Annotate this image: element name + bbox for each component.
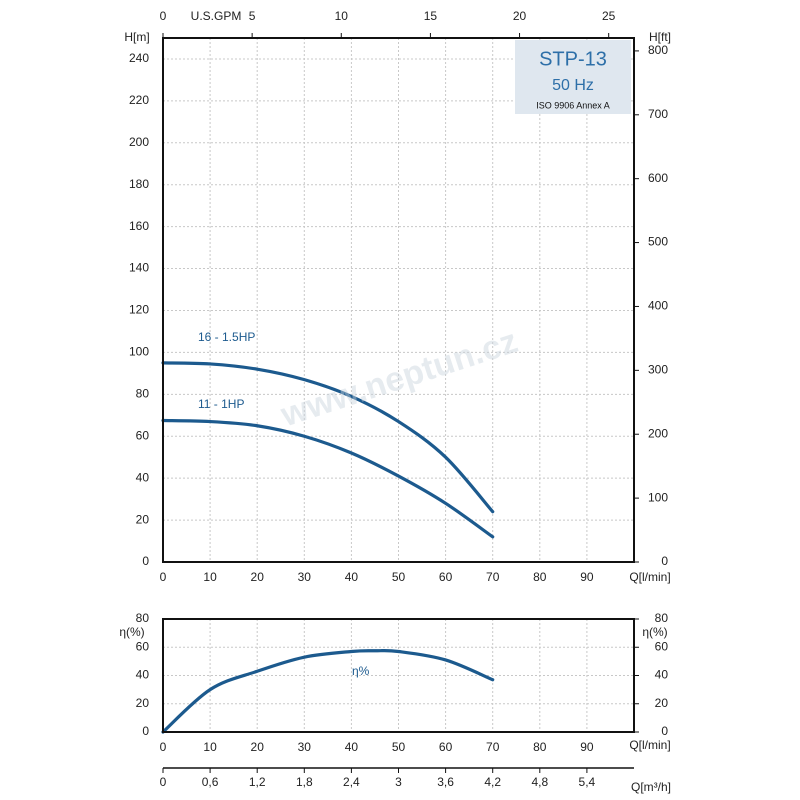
y2-tick-label: 300 (648, 363, 668, 377)
x-tick-label: 50 (392, 740, 406, 754)
y-tick-label: 20 (136, 696, 150, 710)
x-tick-label: 50 (392, 570, 406, 584)
y2-tick-label: 200 (648, 426, 668, 440)
y2-tick-label: 100 (648, 490, 668, 504)
y2-tick-label: 800 (648, 43, 668, 57)
x2-tick-label: 1,2 (249, 775, 266, 789)
x2-tick-label: 5 (249, 9, 256, 23)
y2-tick-label: 60 (655, 639, 669, 653)
x-tick-label: 80 (533, 570, 547, 584)
x-tick-label: 40 (345, 570, 359, 584)
x2-tick-label: 20 (513, 9, 527, 23)
x2-tick-label: 10 (335, 9, 349, 23)
y-tick-label: 100 (129, 345, 149, 359)
x2-axis-label: U.S.GPM (191, 9, 242, 23)
x2-tick-label: 3 (395, 775, 402, 789)
x-tick-label: 60 (439, 570, 453, 584)
x-tick-label: 70 (486, 570, 500, 584)
x-tick-label: 0 (160, 570, 167, 584)
y-tick-label: 60 (136, 428, 150, 442)
y2-axis-label: η(%) (642, 625, 667, 639)
x-tick-label: 60 (439, 740, 453, 754)
y-tick-label: 180 (129, 177, 149, 191)
x-tick-label: 0 (160, 740, 167, 754)
y2-tick-label: 700 (648, 107, 668, 121)
info-title: STP-13 (539, 48, 607, 70)
y-tick-label: 80 (136, 611, 150, 625)
x2-tick-label: 5,4 (579, 775, 596, 789)
y2-tick-label: 80 (655, 611, 669, 625)
x-tick-label: 30 (298, 740, 312, 754)
x-tick-label: 40 (345, 740, 359, 754)
info-note: ISO 9906 Annex A (536, 100, 610, 110)
y-tick-label: 120 (129, 303, 149, 317)
curve-label: 16 - 1.5HP (198, 330, 255, 344)
x-tick-label: 80 (533, 740, 547, 754)
x-tick-label: 90 (580, 740, 594, 754)
plot-frame (162, 618, 635, 733)
y-tick-label: 0 (142, 724, 149, 738)
curve (161, 361, 495, 514)
curve-label: η% (352, 664, 370, 678)
x2-tick-label: 0 (160, 9, 167, 23)
plot-frame (162, 37, 635, 563)
x2-tick-label: 4,8 (531, 775, 548, 789)
y2-tick-label: 0 (661, 724, 668, 738)
y-axis-label: η(%) (119, 625, 144, 639)
y2-tick-label: 20 (655, 696, 669, 710)
x-tick-label: 10 (203, 740, 217, 754)
y-tick-label: 40 (136, 668, 150, 682)
y-tick-label: 140 (129, 261, 149, 275)
x2-tick-label: 1,8 (296, 775, 313, 789)
x-axis-label: Q[l/min] (629, 738, 670, 752)
curve (161, 418, 495, 539)
x-axis-label: Q[l/min] (629, 570, 670, 584)
x2-tick-label: 25 (602, 9, 616, 23)
y-tick-label: 20 (136, 512, 150, 526)
x-tick-label: 10 (203, 570, 217, 584)
x2-tick-label: 0,6 (202, 775, 219, 789)
x-tick-label: 20 (251, 740, 265, 754)
y-axis-label: H[m] (124, 30, 149, 44)
y-tick-label: 240 (129, 51, 149, 65)
x2-tick-label: 2,4 (343, 775, 360, 789)
curve (161, 648, 495, 734)
x2-tick-label: 15 (424, 9, 438, 23)
y2-tick-label: 500 (648, 235, 668, 249)
x-tick-label: 30 (298, 570, 312, 584)
x2-tick-label: 3,6 (437, 775, 454, 789)
y-tick-label: 160 (129, 219, 149, 233)
x2-tick-label: 0 (160, 775, 167, 789)
y-tick-label: 60 (136, 639, 150, 653)
y-tick-label: 80 (136, 386, 150, 400)
x2-axis-label: Q[m³/h] (631, 780, 671, 794)
y2-axis-label: H[ft] (649, 30, 671, 44)
y2-tick-label: 0 (661, 554, 668, 568)
x-tick-label: 90 (580, 570, 594, 584)
y2-tick-label: 400 (648, 299, 668, 313)
y2-tick-label: 40 (655, 668, 669, 682)
y-tick-label: 0 (142, 554, 149, 568)
x2-tick-label: 4,2 (484, 775, 501, 789)
y-tick-label: 220 (129, 93, 149, 107)
y2-tick-label: 600 (648, 171, 668, 185)
curve-label: 11 - 1HP (198, 397, 244, 411)
x-tick-label: 20 (251, 570, 265, 584)
y-tick-label: 200 (129, 135, 149, 149)
y-tick-label: 40 (136, 470, 150, 484)
info-box (515, 40, 631, 114)
x-tick-label: 70 (486, 740, 500, 754)
info-subtitle: 50 Hz (552, 77, 594, 94)
